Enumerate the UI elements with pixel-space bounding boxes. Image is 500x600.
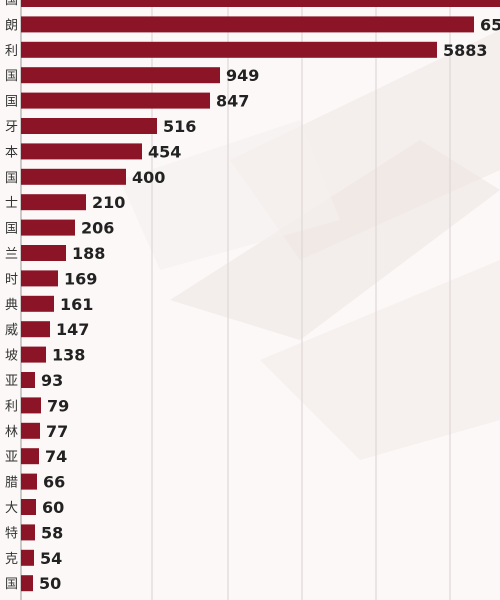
value-label: 50: [39, 574, 61, 593]
value-label: 74: [45, 447, 67, 466]
bar: [21, 575, 33, 592]
bar: [21, 194, 86, 211]
bar: [21, 422, 40, 439]
bar: [21, 321, 50, 338]
value-label: 516: [163, 117, 196, 136]
category-label: 林: [5, 425, 18, 440]
category-label: 牙: [5, 120, 18, 135]
category-label: 国: [5, 95, 18, 110]
bar: [21, 41, 437, 58]
value-label: 400: [132, 168, 165, 187]
value-label: 210: [92, 193, 125, 212]
bar: [21, 92, 210, 109]
bar: [21, 16, 474, 33]
bar: [21, 270, 58, 287]
value-label: 93: [41, 371, 63, 390]
category-label: 克: [5, 552, 18, 567]
value-label: 58: [41, 523, 63, 542]
category-label: 威: [5, 323, 18, 338]
bar: [21, 0, 500, 7]
category-label: 国: [5, 577, 18, 592]
category-label: 坡: [5, 349, 18, 364]
category-label: 本: [5, 145, 18, 160]
category-label: 利: [5, 44, 18, 59]
category-label: 国: [5, 69, 18, 84]
category-label: 腊: [5, 476, 18, 491]
value-label: 66: [43, 473, 65, 492]
category-label: 朗: [5, 18, 18, 33]
category-label: 大: [5, 501, 18, 516]
bar: [21, 372, 35, 388]
value-label: 65: [480, 15, 500, 34]
bar: [21, 245, 66, 261]
value-label: 454: [148, 142, 181, 161]
bar: [21, 295, 54, 312]
category-label: 亚: [5, 450, 18, 465]
value-label: 188: [72, 244, 105, 263]
bar: [21, 168, 126, 185]
value-label: 54: [40, 549, 62, 568]
bar: [21, 346, 46, 363]
bar: [21, 143, 142, 160]
category-label: 士: [5, 196, 18, 211]
bar: [21, 473, 37, 490]
category-label: 利: [5, 399, 18, 414]
category-label: 典: [5, 298, 18, 313]
value-label: 79: [47, 396, 69, 415]
value-label: 847: [216, 92, 249, 111]
category-label: 特: [5, 526, 18, 541]
category-label: 亚: [5, 374, 18, 389]
bar: [21, 118, 157, 134]
value-label: 206: [81, 219, 114, 238]
category-label: 兰: [5, 247, 18, 262]
bar: [21, 219, 75, 236]
value-label: 147: [56, 320, 89, 339]
bar: [21, 448, 39, 465]
bar: [21, 549, 34, 566]
value-label: 77: [46, 422, 68, 441]
category-label: 时: [5, 272, 18, 287]
value-label: 161: [60, 295, 93, 314]
bar: [21, 397, 41, 414]
category-label: 国: [5, 171, 18, 186]
category-label: 国: [5, 0, 18, 8]
bar: [21, 67, 220, 84]
bar: [21, 524, 35, 541]
value-label: 949: [226, 66, 259, 85]
value-label: 5883: [443, 41, 488, 60]
value-label: 138: [52, 346, 85, 365]
bar: [21, 499, 36, 515]
value-label: 169: [64, 269, 97, 288]
value-label: 60: [42, 498, 64, 517]
category-label: 国: [5, 222, 18, 237]
